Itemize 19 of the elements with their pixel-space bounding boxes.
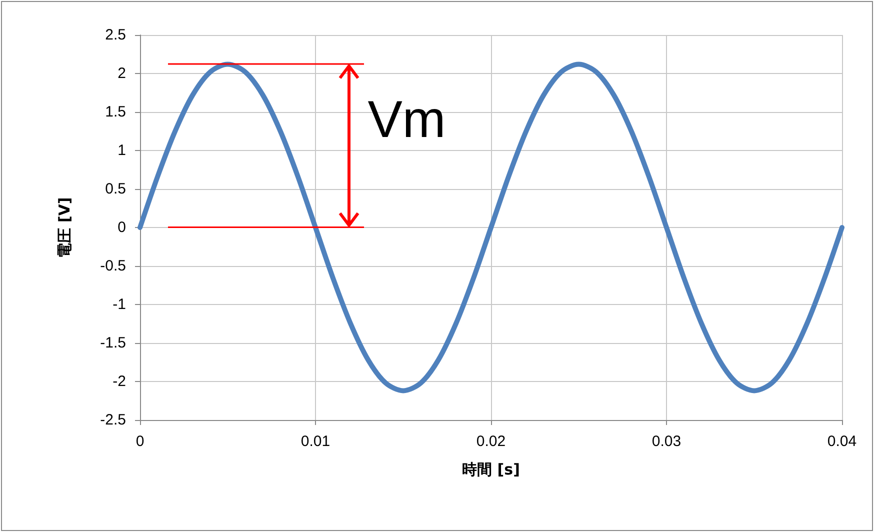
y-tick-label: -1.5 <box>100 334 126 352</box>
y-tick-label: 2.5 <box>105 26 126 44</box>
y-tick-label: -0.5 <box>100 258 126 274</box>
y-tick-label: 0 <box>118 219 126 236</box>
y-tick-label: -2.5 <box>100 412 126 428</box>
y-axis-title: 電圧 [V] <box>56 197 74 258</box>
x-axis-title: 時間 [s] <box>462 460 520 478</box>
y-tick-label: 0.5 <box>105 180 126 198</box>
y-tick-label: 2 <box>118 65 126 82</box>
x-tick-label: 0.03 <box>652 433 682 450</box>
y-tick-label: -1 <box>112 296 126 313</box>
y-tick-label: -2 <box>112 373 126 390</box>
x-tick-label: 0 <box>136 433 144 450</box>
x-tick-label: 0.01 <box>300 433 330 450</box>
x-tick-label: 0.04 <box>827 433 857 450</box>
x-tick-label: 0.02 <box>476 433 506 450</box>
y-tick-label: 1.5 <box>105 104 126 120</box>
y-tick-label: 1 <box>118 142 126 159</box>
annotation: Vm <box>368 90 446 149</box>
